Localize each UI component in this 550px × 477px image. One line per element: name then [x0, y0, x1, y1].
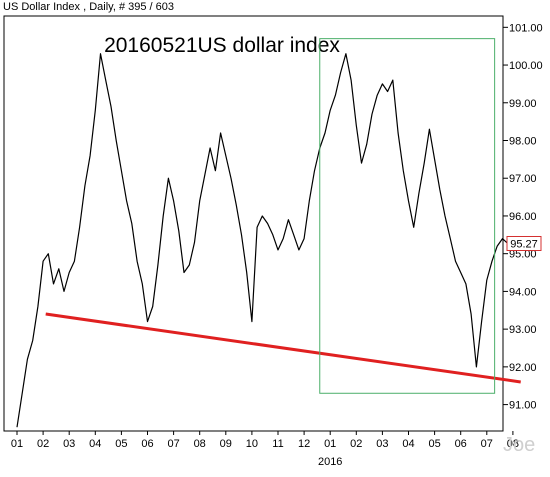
support-trendline: [45, 312, 521, 384]
y-tick-label: 94.00: [509, 286, 537, 298]
x-tick-label: 05: [115, 438, 127, 450]
y-tick-label: 99.00: [509, 98, 537, 110]
x-tick-label: 07: [167, 438, 179, 450]
y-tick-label: 93.00: [509, 324, 537, 336]
last-price-box: [506, 235, 542, 251]
x-tick-label: 07: [481, 438, 493, 450]
highlight-box: [319, 38, 496, 394]
x-tick-label: 04: [402, 438, 414, 450]
x-tick-label: 03: [376, 438, 388, 450]
y-tick-label: 98.00: [509, 136, 537, 148]
plot-frame: [3, 15, 504, 432]
y-tick-label: 96.00: [509, 211, 537, 223]
x-tick-label: 06: [455, 438, 467, 450]
y-tick-label: 97.00: [509, 173, 537, 185]
x-tick-label: 09: [220, 438, 232, 450]
x-tick-label: 04: [89, 438, 101, 450]
y-tick-label: 101.00: [509, 22, 543, 34]
last-price-label: 95.27: [510, 238, 538, 250]
y-tick-label: 100.00: [509, 60, 543, 72]
x-tick-label: 10: [246, 438, 258, 450]
x-tick-label: 02: [350, 438, 362, 450]
chart-title: 20160521US dollar index: [104, 34, 340, 57]
y-tick-label: 91.00: [509, 400, 537, 412]
x-tick-label: 12: [298, 438, 310, 450]
watermark-text: Joe: [503, 434, 535, 456]
y-tick-label: 92.00: [509, 362, 537, 374]
x-tick-label: 06: [141, 438, 153, 450]
price-series-line: [16, 53, 509, 428]
x-tick-label: 11: [272, 438, 283, 450]
x-year-label: 2016: [318, 456, 342, 468]
x-tick-label: 08: [507, 438, 519, 450]
x-tick-label: 01: [324, 438, 336, 450]
y-tick-label: 95.00: [509, 249, 537, 261]
chart-header: US Dollar Index , Daily, # 395 / 603: [3, 1, 174, 13]
x-tick-label: 01: [11, 438, 23, 450]
x-tick-label: 05: [428, 438, 440, 450]
x-tick-label: 03: [63, 438, 75, 450]
x-tick-label: 02: [37, 438, 49, 450]
x-tick-label: 08: [194, 438, 206, 450]
